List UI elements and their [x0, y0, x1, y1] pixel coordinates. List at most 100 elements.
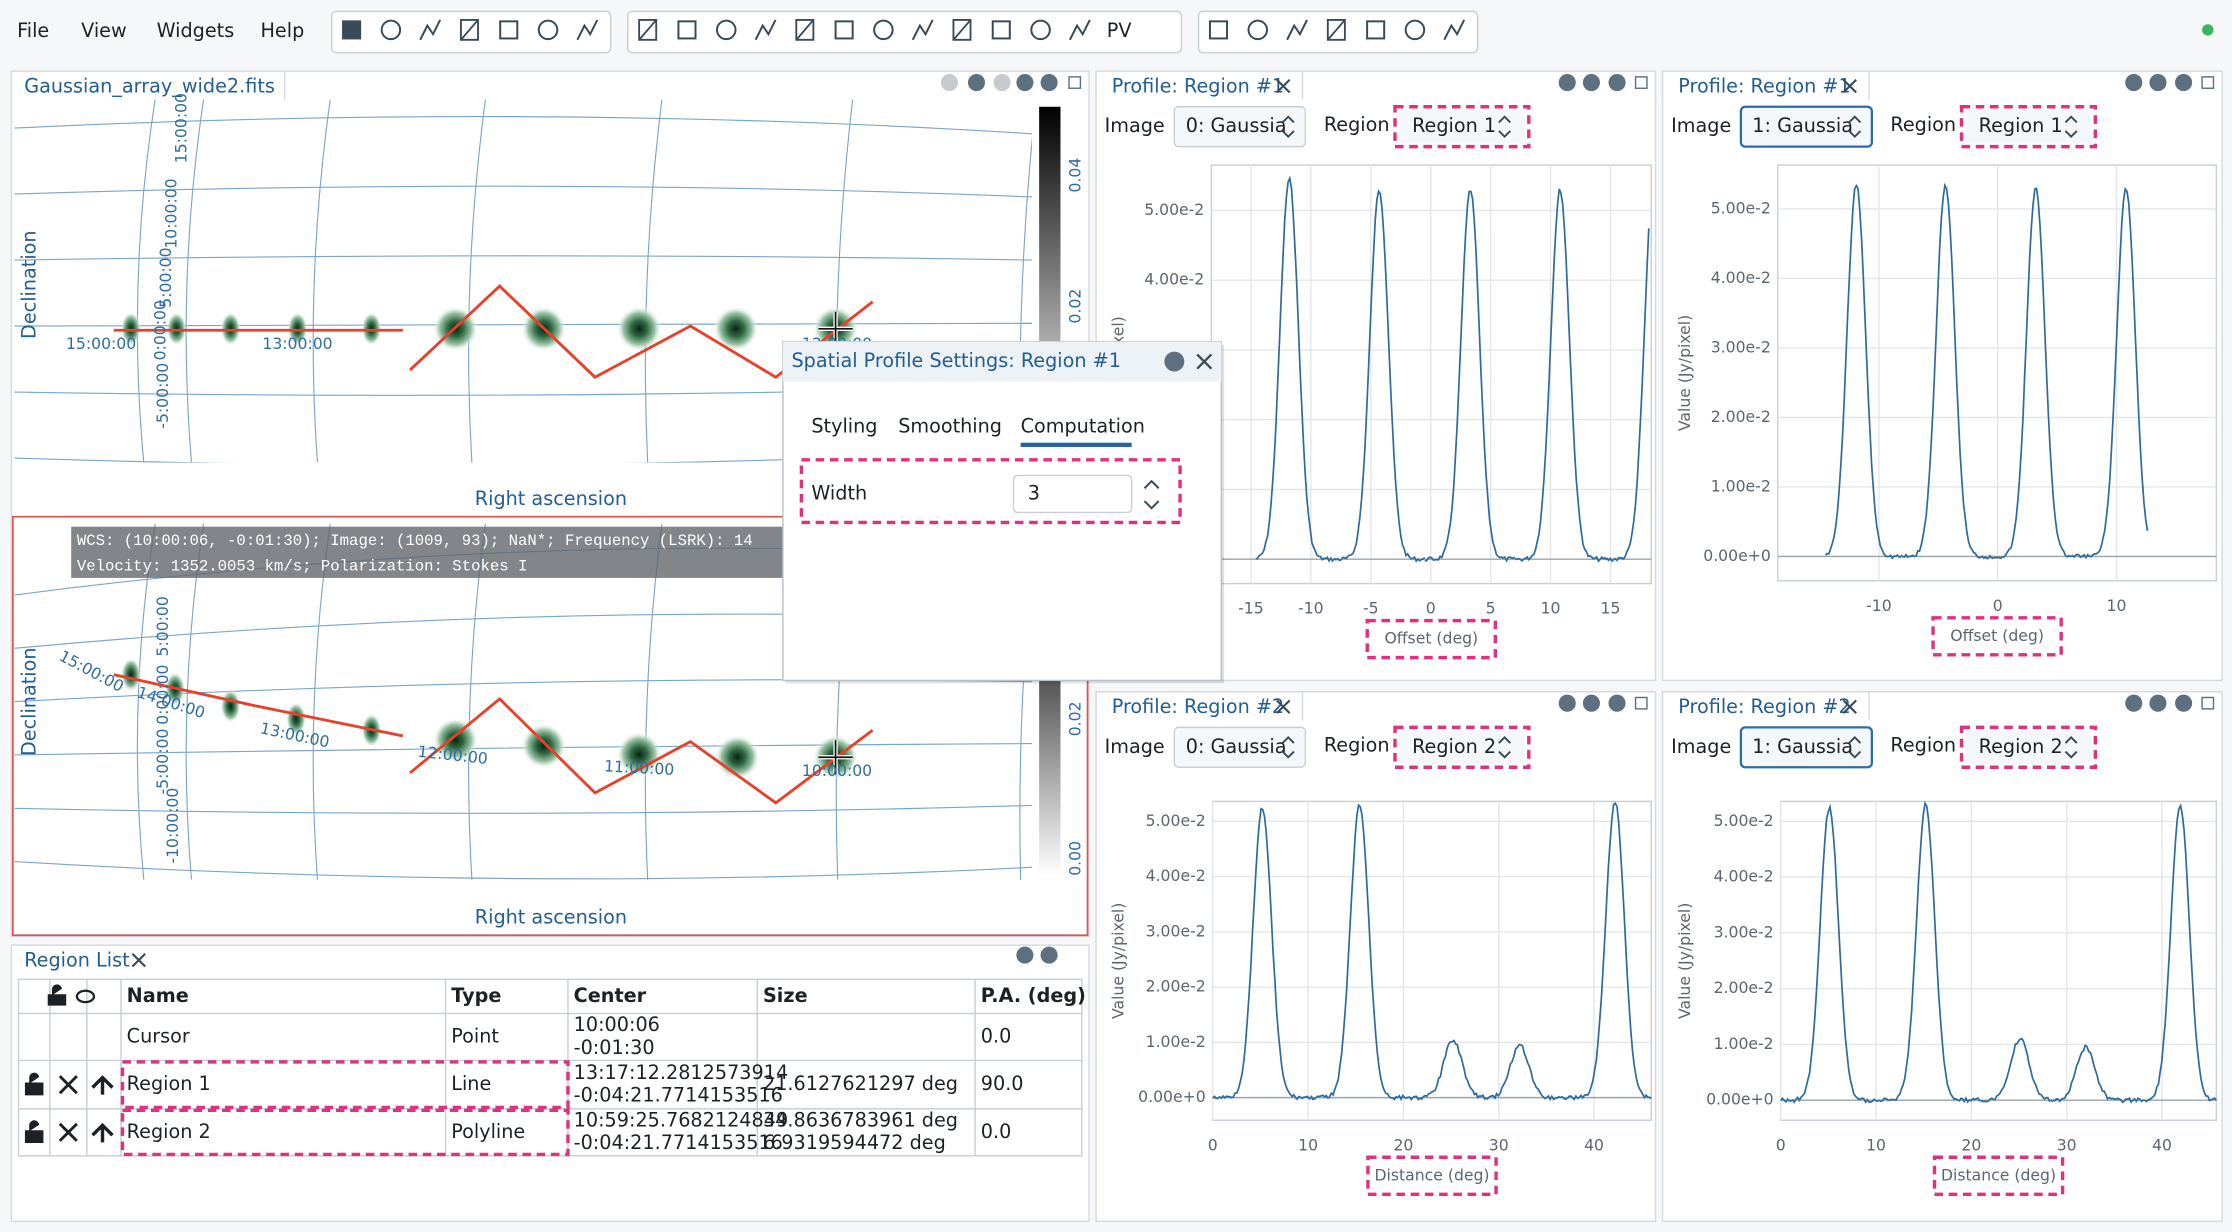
panel-control[interactable]: [2125, 74, 2143, 92]
tool-icon[interactable]: [1404, 19, 1426, 41]
tool-icon[interactable]: [537, 19, 559, 41]
panel-control[interactable]: [1016, 74, 1034, 92]
panel-control[interactable]: [2149, 74, 2167, 92]
tool-icon[interactable]: [911, 19, 934, 41]
close-icon[interactable]: [1196, 353, 1213, 370]
region-name[interactable]: Region 1: [127, 1072, 211, 1095]
panel-control[interactable]: [967, 74, 986, 92]
toolbar-group: [330, 10, 612, 54]
lock-icon[interactable]: [24, 1120, 44, 1144]
tool-icon[interactable]: [795, 19, 815, 41]
help-icon[interactable]: [1164, 351, 1185, 372]
close-icon[interactable]: [1276, 699, 1291, 714]
image-select[interactable]: [1739, 105, 1873, 148]
image-select[interactable]: [1173, 726, 1307, 768]
panel-control[interactable]: [1040, 74, 1058, 92]
tool-pv[interactable]: PV: [1107, 19, 1132, 42]
focus-icon[interactable]: [58, 1075, 78, 1095]
menu-item[interactable]: View: [81, 19, 127, 42]
panel-control[interactable]: [1016, 946, 1034, 964]
tool-icon[interactable]: [460, 19, 479, 41]
panel-control[interactable]: [1582, 694, 1600, 712]
color-icon[interactable]: [91, 1075, 114, 1095]
lock-icon[interactable]: [24, 1072, 44, 1096]
width-input[interactable]: [1012, 474, 1133, 514]
panel-control[interactable]: [1582, 74, 1600, 92]
region-select[interactable]: [1399, 109, 1525, 144]
region-line[interactable]: [409, 697, 874, 805]
color-icon[interactable]: [91, 1122, 114, 1143]
panel-control[interactable]: [2125, 694, 2143, 712]
close-icon[interactable]: [1842, 78, 1857, 94]
panel-title[interactable]: Profile: Region #1: [1112, 74, 1284, 97]
close-icon[interactable]: [1842, 699, 1857, 714]
tool-icon[interactable]: [1247, 19, 1269, 41]
tool-icon[interactable]: [1068, 19, 1091, 41]
tool-icon[interactable]: [716, 19, 737, 41]
region-line[interactable]: [113, 673, 404, 738]
panel-control[interactable]: [1040, 946, 1058, 964]
spinner[interactable]: [1143, 479, 1160, 510]
tool-icon[interactable]: [1208, 20, 1229, 40]
region-type: Line: [451, 1072, 491, 1095]
panel-control[interactable]: [1634, 696, 1648, 710]
panel-control[interactable]: [1068, 76, 1082, 89]
profile-curve: [1212, 807, 1312, 1101]
image-select[interactable]: [1173, 106, 1307, 148]
close-icon[interactable]: [131, 952, 146, 968]
tool-icon[interactable]: [677, 20, 697, 40]
dialog-tab[interactable]: Computation: [1021, 415, 1145, 438]
menu-item[interactable]: Widgets: [157, 19, 235, 42]
panel-control[interactable]: [1608, 74, 1626, 92]
panel-title[interactable]: Profile: Region #2: [1112, 695, 1284, 718]
x-tick-label: 10: [1298, 1135, 1318, 1154]
tool-icon[interactable]: [834, 20, 854, 40]
panel-control[interactable]: [1558, 694, 1576, 712]
tool-icon[interactable]: [419, 19, 442, 41]
tool-icon[interactable]: [576, 19, 599, 41]
panel-control[interactable]: [2201, 76, 2215, 89]
image-select[interactable]: [1739, 726, 1873, 769]
tool-icon[interactable]: [1286, 19, 1308, 41]
panel-title[interactable]: Profile: Region #2: [1678, 695, 1850, 718]
region-select[interactable]: [1965, 109, 2092, 144]
x-tick-label: -10: [1866, 596, 1892, 615]
region-select[interactable]: [1965, 730, 2092, 765]
tool-icon[interactable]: [638, 19, 658, 41]
panel-control[interactable]: [1558, 74, 1576, 92]
tool-icon[interactable]: [873, 19, 894, 41]
y-tick-label: 1.00e-2: [1711, 476, 1771, 495]
tool-icon[interactable]: [1366, 20, 1386, 40]
dialog-tab[interactable]: Smoothing: [898, 415, 1002, 438]
focus-icon[interactable]: [58, 1122, 78, 1142]
tool-icon[interactable]: [1326, 19, 1346, 41]
region-select[interactable]: [1399, 730, 1525, 765]
panel-control[interactable]: [2175, 74, 2193, 92]
width-value[interactable]: 3: [1028, 481, 1040, 504]
panel-title[interactable]: Region List: [24, 948, 130, 971]
panel-control[interactable]: [2175, 694, 2193, 712]
menu-item[interactable]: Help: [261, 19, 305, 42]
menu-item[interactable]: File: [17, 19, 49, 42]
tool-icon[interactable]: [380, 19, 402, 41]
tool-icon[interactable]: [342, 20, 362, 40]
panel-control[interactable]: [940, 74, 958, 92]
close-icon[interactable]: [1276, 78, 1291, 94]
panel-control[interactable]: [1608, 694, 1626, 712]
tool-icon[interactable]: [499, 20, 519, 40]
panel-control[interactable]: [993, 74, 1011, 92]
tool-icon[interactable]: [1030, 19, 1051, 41]
tool-icon[interactable]: [1443, 19, 1466, 41]
tool-icon[interactable]: [991, 20, 1011, 40]
panel-control[interactable]: [2149, 694, 2167, 712]
tool-icon[interactable]: [754, 19, 777, 41]
settings-dialog[interactable]: Spatial Profile Settings: Region #1 Styli…: [782, 340, 1225, 684]
panel-title[interactable]: Profile: Region #1: [1678, 74, 1850, 97]
viewer-tab-title[interactable]: Gaussian_array_wide2.fits: [24, 74, 275, 97]
panel-control[interactable]: [2201, 696, 2215, 710]
panel-control[interactable]: [1634, 76, 1648, 89]
region-name[interactable]: Region 2: [127, 1120, 211, 1143]
tool-icon[interactable]: [952, 19, 972, 41]
region-name[interactable]: Cursor: [127, 1024, 190, 1047]
dialog-tab[interactable]: Styling: [811, 415, 877, 438]
